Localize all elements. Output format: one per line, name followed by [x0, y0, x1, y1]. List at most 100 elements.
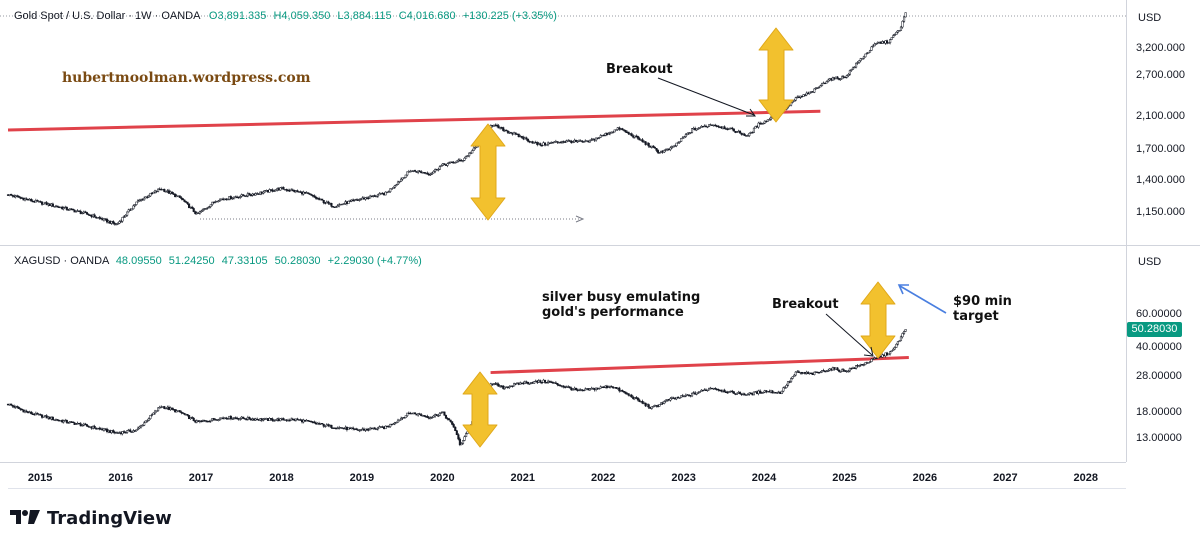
gold-candle	[858, 60, 861, 64]
silver-candle	[771, 390, 774, 394]
gold-candle	[841, 75, 844, 80]
gold-candle	[622, 129, 626, 132]
silver-candle	[178, 410, 181, 413]
silver-candle	[155, 410, 158, 413]
silver-candle-body	[622, 391, 626, 393]
gold-candle-body	[740, 132, 743, 135]
silver-candle	[825, 369, 828, 373]
gold-candle	[595, 137, 598, 142]
gold-candle-body	[71, 208, 75, 211]
gold-candle-body	[443, 163, 446, 166]
silver-candle	[243, 417, 246, 420]
gold-candle	[867, 51, 870, 54]
silver-candle	[791, 376, 794, 380]
gold-candle-body	[389, 188, 392, 192]
gold-candle	[127, 208, 130, 213]
gold-candle-body	[717, 125, 720, 128]
gold-candle	[862, 55, 865, 60]
gold-candle	[526, 138, 530, 143]
gold-candle	[599, 134, 602, 138]
silver-candle-body	[373, 427, 376, 430]
silver-candle-body	[420, 414, 423, 417]
silver-candle-body	[208, 420, 211, 423]
silver-candle-body	[887, 353, 890, 356]
gold-candle	[872, 44, 875, 48]
silver-y-tick-label: 18.00000	[1136, 405, 1182, 418]
silver-candle-body	[669, 398, 672, 401]
gold-candle	[903, 16, 906, 23]
gold-candle	[630, 132, 633, 137]
silver-candle	[183, 412, 186, 416]
silver-breakout-label: Breakout	[772, 297, 839, 312]
gold-candle	[757, 121, 760, 129]
silver-candle	[146, 419, 149, 423]
silver-candle	[746, 393, 749, 396]
gold-candle	[183, 199, 186, 203]
gold-candle-body	[599, 135, 602, 138]
gold-candle-body	[178, 195, 181, 198]
gold-candle-body	[841, 76, 844, 80]
tradingview-brand[interactable]: TradingView	[10, 508, 172, 529]
silver-candle-body	[268, 418, 271, 421]
silver-candle-body	[497, 383, 500, 387]
silver-candle-body	[759, 390, 762, 393]
gold-candle	[395, 183, 398, 187]
gold-candle-body	[400, 178, 403, 182]
gold-candle	[653, 146, 656, 149]
gold-candle-body	[126, 211, 129, 216]
silver-candle	[664, 399, 667, 403]
silver-candle-body	[903, 331, 906, 334]
silver-candle-body	[898, 340, 901, 343]
silver-currency-label[interactable]: USD	[1138, 256, 1162, 268]
silver-candle-body	[375, 428, 378, 431]
gold-currency-label[interactable]: USD	[1138, 12, 1162, 24]
gold-candle-body	[147, 195, 150, 198]
silver-candle	[690, 392, 694, 398]
silver-candle	[396, 418, 400, 423]
gold-candle	[217, 199, 220, 203]
gold-candle-body	[432, 171, 435, 174]
gold-candle-body	[681, 137, 684, 139]
gold-candle-body	[200, 210, 203, 212]
silver-candle-body	[418, 413, 421, 415]
gold-candle	[398, 180, 401, 184]
silver-candle	[465, 432, 468, 438]
gold-candle	[126, 211, 129, 217]
silver-candle	[153, 409, 157, 415]
gold-candle	[429, 172, 432, 176]
gold-candle	[335, 205, 338, 208]
gold-candle-body	[505, 129, 508, 132]
gold-candle	[763, 120, 766, 124]
gold-candle-body	[653, 147, 656, 149]
gold-candle	[717, 125, 720, 129]
x-tick-label: 2017	[188, 472, 214, 484]
silver-candle	[186, 414, 189, 417]
gold-candle	[188, 203, 191, 209]
x-tick-label: 2022	[590, 472, 616, 484]
gold-candle	[768, 117, 771, 121]
gold-open: O3,891.335	[208, 10, 267, 22]
silver-candle-body	[746, 394, 749, 396]
gold-candle	[273, 189, 276, 193]
gold-candle-body	[636, 136, 639, 139]
gold-candle-body	[393, 185, 396, 188]
gold-candle	[506, 130, 509, 134]
gold-candle	[898, 29, 901, 32]
gold-candle-body	[836, 76, 839, 79]
gold-candle	[62, 206, 65, 211]
gold-candle	[463, 156, 466, 162]
silver-candle-body	[11, 404, 14, 407]
silver-candle-body	[150, 414, 153, 416]
silver-candle-body	[901, 333, 904, 338]
silver-symbol: XAGUSD · OANDA	[14, 255, 109, 267]
gold-candle-body	[263, 190, 266, 193]
silver-candle	[526, 381, 530, 385]
gold-candle	[732, 128, 735, 132]
gold-candle-body	[677, 142, 680, 144]
gold-candle	[853, 66, 856, 69]
gold-candle	[678, 141, 681, 144]
gold-candle-body	[889, 39, 892, 43]
silver-candle	[652, 405, 655, 408]
silver-candle	[545, 382, 548, 384]
